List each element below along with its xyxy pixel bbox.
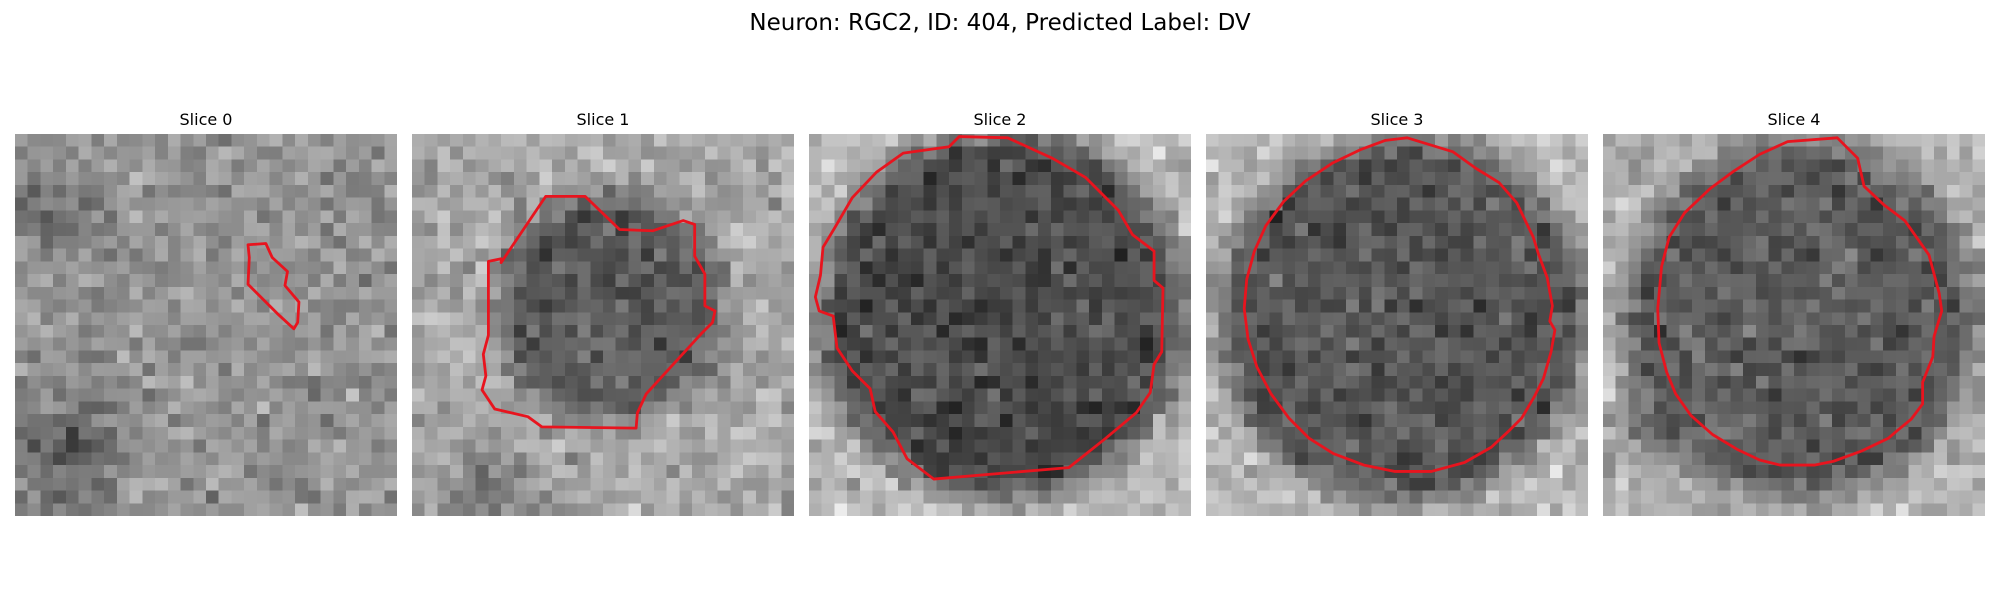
slice-panel-2: Slice 2: [809, 108, 1191, 518]
slice-image: [809, 134, 1191, 516]
slice-title: Slice 4: [1603, 108, 1985, 132]
slice-title: Slice 1: [412, 108, 794, 132]
figure-title: Neuron: RGC2, ID: 404, Predicted Label: …: [0, 6, 2000, 40]
slice-panel-4: Slice 4: [1603, 108, 1985, 518]
slice-title: Slice 2: [809, 108, 1191, 132]
slice-image: [1206, 134, 1588, 516]
slice-image: [412, 134, 794, 516]
slice-panel-0: Slice 0: [15, 108, 397, 518]
slice-title: Slice 3: [1206, 108, 1588, 132]
slice-image: [1603, 134, 1985, 516]
slice-image: [15, 134, 397, 516]
slice-panel-1: Slice 1: [412, 108, 794, 518]
slice-panel-3: Slice 3: [1206, 108, 1588, 518]
slice-title: Slice 0: [15, 108, 397, 132]
